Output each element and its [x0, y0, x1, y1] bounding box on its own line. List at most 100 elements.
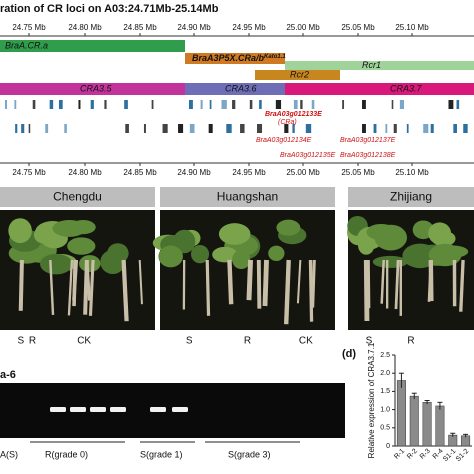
root [459, 259, 465, 312]
gene [208, 124, 213, 133]
axis-label: 24.95 Mb [232, 168, 266, 177]
bar [422, 402, 432, 447]
gene [284, 124, 289, 133]
gene [399, 100, 405, 109]
y-tick-label: 1.5 [380, 388, 390, 395]
gene [292, 124, 295, 133]
site-label: Huangshan [217, 190, 278, 204]
band [50, 407, 66, 412]
plant-label: S [366, 336, 373, 347]
x-tick-label: R-3 [419, 448, 432, 461]
gene [257, 124, 263, 133]
gene [64, 124, 67, 133]
leaf [212, 246, 238, 263]
locus-label: BraA.CR.a [5, 40, 48, 50]
root [67, 259, 74, 316]
gene [143, 124, 146, 133]
gene [5, 100, 7, 109]
gene [259, 100, 262, 109]
gene [240, 124, 245, 133]
site-header [160, 187, 335, 207]
root [227, 259, 234, 305]
locus [185, 53, 285, 64]
root [88, 259, 95, 316]
root [49, 259, 55, 315]
gene [305, 124, 312, 133]
gene [423, 124, 429, 133]
title: ration of CR loci on A03:24.71Mb-25.14Mb [0, 3, 219, 15]
bar-chart: (d) Relative expression of CRA3.7.1 0 0.5 1.… [342, 342, 472, 463]
leaf [100, 249, 126, 275]
gene [104, 100, 107, 109]
x-tick-label: R-2 [406, 448, 419, 461]
gene [463, 124, 468, 133]
lane-label: S(grade 1) [140, 449, 183, 459]
axis-label: 24.85 Mb [123, 23, 157, 32]
axis-label: 24.95 Mb [232, 23, 266, 32]
leaf [372, 255, 408, 268]
gene [430, 124, 434, 133]
gene [385, 124, 388, 133]
lane-label: R(grade 0) [45, 449, 88, 459]
gene [32, 100, 36, 109]
leaf [158, 245, 183, 268]
axis-label: 25.10 Mb [395, 168, 429, 177]
y-tick-label: 0 [386, 443, 390, 450]
plant-label: CK [299, 336, 313, 347]
gene [124, 100, 128, 109]
gene [178, 124, 184, 133]
root [284, 259, 291, 325]
root [308, 259, 314, 322]
y-tick-label: 2.5 [380, 352, 390, 359]
axis-label: 25.00 Mb [286, 168, 320, 177]
gene-label: BraA03g012133E [265, 111, 322, 118]
gene-track [5, 100, 468, 133]
root [72, 259, 79, 301]
root [380, 259, 385, 304]
gene-label: (CRa) [278, 119, 297, 126]
gene [162, 124, 168, 133]
root [138, 259, 143, 305]
leaf [374, 224, 408, 251]
locus-label: BraA3P5X.CRa/bKato1.1 [192, 53, 286, 63]
gene [249, 100, 253, 109]
root [296, 259, 302, 304]
locus [0, 83, 185, 95]
panel-label: (d) [342, 348, 356, 360]
root [363, 259, 370, 322]
band [110, 407, 126, 412]
gene [275, 100, 282, 109]
root [394, 259, 400, 310]
gel-title: a-6 [0, 369, 16, 381]
band [90, 407, 106, 412]
leaf [403, 249, 432, 266]
gene-label: BraA03g012135E [280, 152, 336, 159]
leaf [70, 220, 96, 235]
gene [14, 100, 17, 109]
gel-bands [50, 407, 188, 412]
axis-label: 24.90 Mb [177, 23, 211, 32]
axis-label: 25.05 Mb [341, 23, 375, 32]
gene [221, 100, 227, 109]
bar [435, 405, 445, 447]
axis-label: 24.75 Mb [12, 168, 46, 177]
band [172, 407, 188, 412]
band [150, 407, 166, 412]
leaf [190, 244, 210, 264]
gene [49, 100, 54, 109]
gene [293, 100, 298, 109]
root [85, 259, 91, 301]
axis-label: 24.80 Mb [68, 23, 102, 32]
root [262, 259, 269, 307]
gene [90, 100, 94, 109]
gene [125, 124, 129, 133]
locus-label: CRA3.6 [225, 83, 257, 93]
axis-label: 24.85 Mb [123, 168, 157, 177]
axis-label: 24.90 Mb [177, 168, 211, 177]
leaf [33, 226, 51, 244]
x-tick-label: R-1 [393, 448, 406, 461]
plant-label: R [244, 336, 251, 347]
band [70, 407, 86, 412]
gene [189, 124, 195, 133]
